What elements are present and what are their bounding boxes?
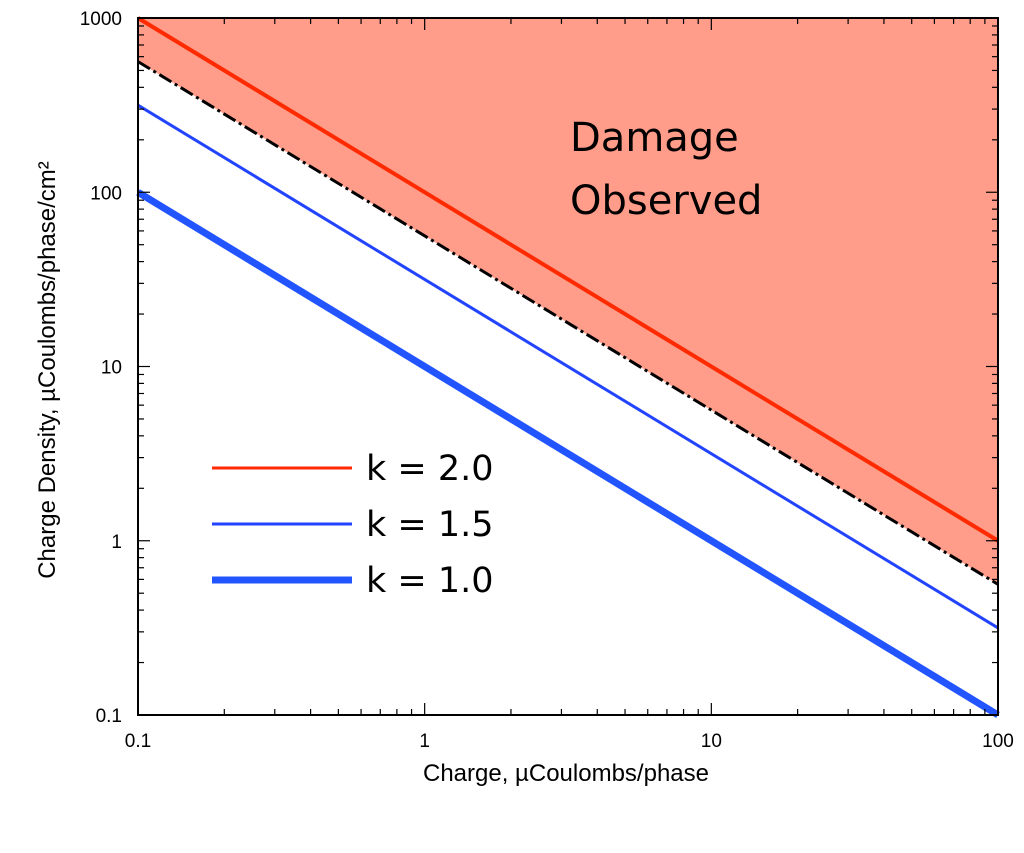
legend-label-k10: k = 1.0 [366,561,494,601]
y-tick-label: 1000 [80,9,122,30]
x-tick-label: 10 [701,731,722,752]
damage-region [138,18,998,585]
legend: k = 2.0 k = 1.5 k = 1.0 [212,449,494,601]
series-layer [136,16,1000,718]
legend-label-k20: k = 2.0 [366,449,494,489]
legend-label-k15: k = 1.5 [366,505,494,545]
series-line-k10 [136,189,1000,718]
y-axis-title: Charge Density, µCoulombs/phase/cm² [34,161,61,579]
tick-layer: 0.1 1 10 100 0.1 1 10 100 1000 [80,9,1014,752]
y-tick-label: 10 [101,358,122,379]
y-tick-label: 0.1 [96,706,122,727]
y-tick-label: 100 [90,183,122,204]
x-tick-label: 0.1 [125,731,151,752]
y-tick-label: 1 [111,532,122,553]
series-line-boundary [137,60,999,586]
x-tick-label: 1 [419,731,430,752]
x-tick-label: 100 [982,731,1014,752]
damage-region-layer [138,18,998,585]
x-axis-title: Charge, µCoulombs/phase [423,760,709,787]
region-label-line-1: Damage [570,115,739,161]
series-line-k20 [136,16,1000,543]
series-line-k15 [137,103,999,630]
region-label-line-2: Observed [570,178,762,224]
